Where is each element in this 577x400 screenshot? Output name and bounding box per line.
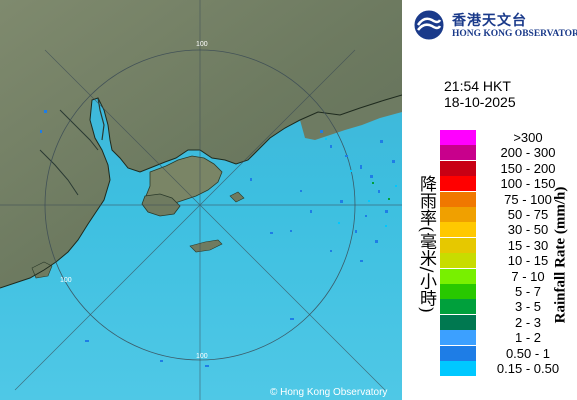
observatory-logo: 香港天文台 HONG KONG OBSERVATORY <box>412 8 577 42</box>
legend-label: >300 <box>513 130 543 145</box>
river <box>59 109 99 151</box>
legend-swatch <box>440 191 476 207</box>
legend-label: 5 - 7 <box>514 284 541 299</box>
legend-swatch <box>440 330 476 346</box>
legend-label: 2 - 3 <box>514 314 541 330</box>
map-credit: © Hong Kong Observatory <box>270 387 387 398</box>
time-label: 21:54 HKT <box>444 78 511 94</box>
mainland <box>0 0 402 288</box>
legend-swatch <box>440 160 476 176</box>
east-coast <box>300 95 402 140</box>
legend-swatch <box>440 361 476 376</box>
legend-title-en: Rainfall Rate (mm/h) <box>552 186 569 324</box>
info-panel: 香港天文台 HONG KONG OBSERVATORY 21:54 HKT 18… <box>402 0 577 400</box>
timestamp: 21:54 HKT 18-10-2025 <box>444 78 516 110</box>
legend-swatch <box>440 284 476 299</box>
legend-swatch <box>440 237 476 253</box>
legend-swatch <box>440 130 476 145</box>
legend-label: 150 - 200 <box>500 160 556 176</box>
legend-swatch <box>440 299 476 315</box>
legend-swatch <box>440 268 476 284</box>
legend-label: 0.15 - 0.50 <box>496 361 560 376</box>
legend-title-cn: 降雨率(毫米/小時) <box>416 175 436 313</box>
rain-echoes-cyan <box>325 138 397 227</box>
small-island <box>229 191 245 203</box>
legend-swatch <box>440 253 476 269</box>
legend-label: 10 - 15 <box>507 253 549 269</box>
legend-label: 0.50 - 1 <box>505 345 551 361</box>
legend-label: 200 - 300 <box>500 145 556 161</box>
legend-label: 15 - 30 <box>507 237 549 253</box>
legend-swatch <box>440 345 476 361</box>
legend-swatch <box>440 207 476 222</box>
legend-swatch <box>440 176 476 192</box>
legend-label: 3 - 5 <box>514 299 541 315</box>
rain-echoes-green <box>372 182 390 200</box>
small-island <box>189 239 223 253</box>
legend-label: 1 - 2 <box>514 330 541 346</box>
rain-echoes <box>40 110 395 367</box>
legend-label: 30 - 50 <box>507 222 549 238</box>
legend-label: 50 - 75 <box>507 207 549 222</box>
river <box>39 149 79 196</box>
org-name-en: HONG KONG OBSERVATORY <box>452 29 577 39</box>
legend-label: 75 - 100 <box>504 191 552 207</box>
range-ring-label: 100 <box>60 277 72 284</box>
radar-map: 100 100 100 <box>0 0 402 400</box>
legend-label: 100 - 150 <box>500 176 556 192</box>
radial-lines <box>0 0 402 400</box>
range-ring-label: 100 <box>196 41 208 48</box>
legend-swatch <box>440 222 476 238</box>
observatory-emblem-icon <box>413 9 445 41</box>
legend-swatch <box>440 145 476 161</box>
org-name-cn: 香港天文台 <box>452 13 527 29</box>
range-ring-label: 100 <box>196 353 208 360</box>
date-label: 18-10-2025 <box>444 94 516 110</box>
legend-label: 7 - 10 <box>511 268 545 284</box>
coastline <box>0 94 402 289</box>
legend-swatch <box>440 314 476 330</box>
legend-title-en-wrap: Rainfall Rate (mm/h) <box>546 140 576 370</box>
